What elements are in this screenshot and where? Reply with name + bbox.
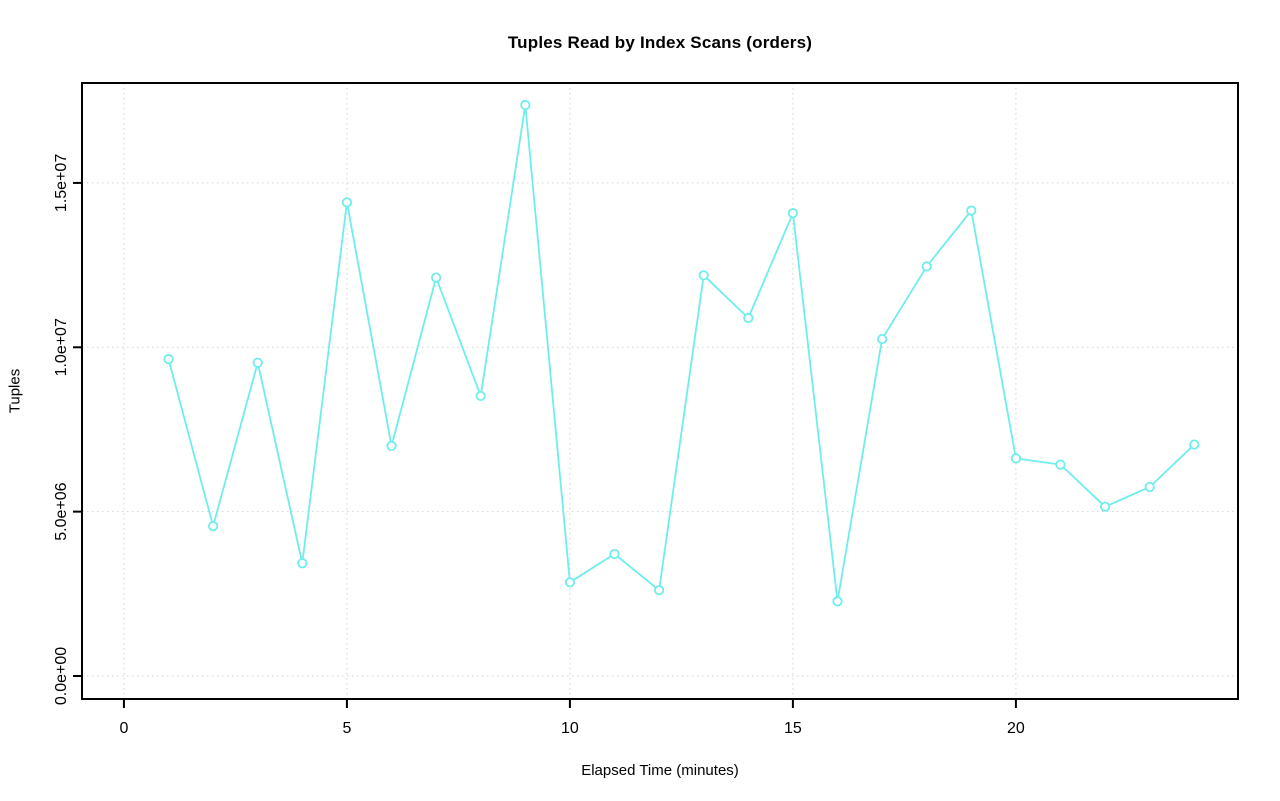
data-point (520, 99, 531, 111)
data-point (1055, 459, 1066, 470)
data-point (832, 596, 843, 607)
data-point (609, 548, 620, 560)
data-point (1144, 481, 1155, 493)
data-point (386, 440, 397, 451)
x-tick-label: 0 (119, 720, 128, 737)
x-tick-label: 20 (1007, 720, 1025, 737)
data-point (252, 357, 263, 368)
data-point (921, 261, 932, 272)
data-point (654, 585, 665, 596)
x-tick-label: 10 (561, 720, 579, 737)
y-tick-label: 5.0e+06 (53, 482, 70, 540)
data-point (743, 312, 754, 324)
y-tick-label: 1.0e+07 (53, 318, 70, 376)
data-point (1189, 439, 1200, 450)
data-point (966, 205, 977, 216)
plot-box (81, 82, 1239, 700)
x-axis-label: Elapsed Time (minutes) (581, 762, 739, 779)
data-point (341, 197, 353, 208)
x-tick-label: 15 (784, 720, 802, 737)
data-point (564, 577, 576, 588)
x-tick-label: 5 (342, 720, 351, 737)
y-tick-label: 0.0e+00 (53, 647, 70, 705)
data-point (1010, 453, 1021, 464)
data-point (698, 270, 709, 281)
series-line (167, 104, 1196, 603)
data-point (787, 208, 799, 219)
chart-title: Tuples Read by Index Scans (orders) (507, 33, 813, 52)
y-tick-label: 1.5e+07 (53, 154, 70, 212)
data-point (431, 272, 442, 283)
data-point (877, 333, 888, 345)
data-point (297, 558, 308, 569)
data-point (1099, 501, 1111, 512)
data-point (475, 390, 486, 402)
data-point (208, 520, 219, 532)
data-point (163, 354, 174, 365)
